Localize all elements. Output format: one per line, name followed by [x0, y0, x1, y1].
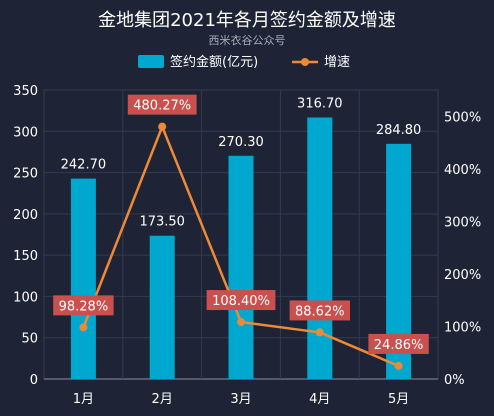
growth-label-box [127, 94, 197, 115]
y-left-tick-label: 250 [13, 167, 38, 182]
growth-point[interactable] [315, 328, 324, 337]
legend-bar-label[interactable]: 签约金额(亿元) [170, 54, 258, 70]
chart-subtitle: 西米衣谷公众号 [209, 33, 286, 47]
left-axis: 0 50 100 150 200 250 300 350 [13, 84, 38, 388]
x-tick-label: 3月 [230, 392, 251, 407]
growth-value-label: 24.86% [374, 338, 424, 353]
y-right-tick-label: 100% [444, 320, 481, 335]
growth-value-label: 98.28% [59, 299, 109, 314]
x-tick-label: 1月 [73, 392, 94, 407]
y-left-tick-label: 150 [13, 249, 38, 264]
x-axis: 1月 2月 3月 4月 5月 [73, 392, 409, 407]
y-left-tick-label: 50 [21, 332, 38, 347]
line-layer [79, 122, 403, 370]
right-axis: 0% 100% 200% 300% 400% 500% [444, 110, 481, 388]
growth-label-box [289, 300, 350, 321]
x-tick-label: 2月 [152, 392, 173, 407]
y-right-tick-label: 0% [444, 373, 465, 388]
bar-value-label: 173.50 [139, 215, 185, 230]
bar[interactable] [307, 117, 333, 380]
legend-line-label[interactable]: 增速 [324, 55, 350, 70]
legend-line-marker[interactable] [301, 58, 309, 66]
chart-title: 金地集团2021年各月签约金额及增速 [98, 10, 396, 31]
y-right-tick-label: 300% [444, 215, 481, 230]
bar[interactable] [149, 235, 175, 379]
x-tick-label: 4月 [309, 392, 330, 407]
growth-value-label: 108.40% [212, 294, 270, 309]
y-left-tick-label: 100 [13, 290, 38, 305]
y-left-tick-label: 300 [13, 125, 38, 140]
legend-bar-swatch[interactable] [138, 55, 164, 68]
bar[interactable] [228, 155, 254, 379]
y-right-tick-label: 500% [444, 110, 481, 125]
growth-point[interactable] [79, 323, 88, 332]
bar-value-label: 242.70 [61, 158, 107, 173]
growth-value-label: 480.27% [133, 99, 191, 114]
y-left-tick-label: 0 [30, 373, 38, 388]
legend: 签约金额(亿元) 增速 [138, 54, 350, 70]
growth-value-label: 88.62% [295, 304, 345, 319]
bar-value-label: 316.70 [297, 96, 343, 111]
growth-point[interactable] [158, 122, 167, 131]
bar[interactable] [70, 178, 96, 379]
growth-point[interactable] [237, 318, 245, 327]
bar-value-label: 284.80 [376, 123, 422, 138]
growth-label-box [53, 295, 114, 316]
y-right-tick-label: 400% [444, 163, 481, 178]
y-left-tick-label: 200 [13, 208, 38, 223]
x-tick-label: 5月 [388, 392, 409, 407]
labels-layer: 242.70 173.50 270.30 316.70 284.80 98.28% 480.… [53, 94, 429, 354]
growth-label-box [368, 333, 429, 354]
growth-point[interactable] [394, 361, 403, 370]
y-left-tick-label: 350 [13, 84, 38, 99]
growth-label-box [206, 290, 276, 311]
bars-layer [70, 117, 412, 380]
y-right-tick-label: 200% [444, 268, 481, 283]
bar-value-label: 270.30 [218, 135, 264, 150]
